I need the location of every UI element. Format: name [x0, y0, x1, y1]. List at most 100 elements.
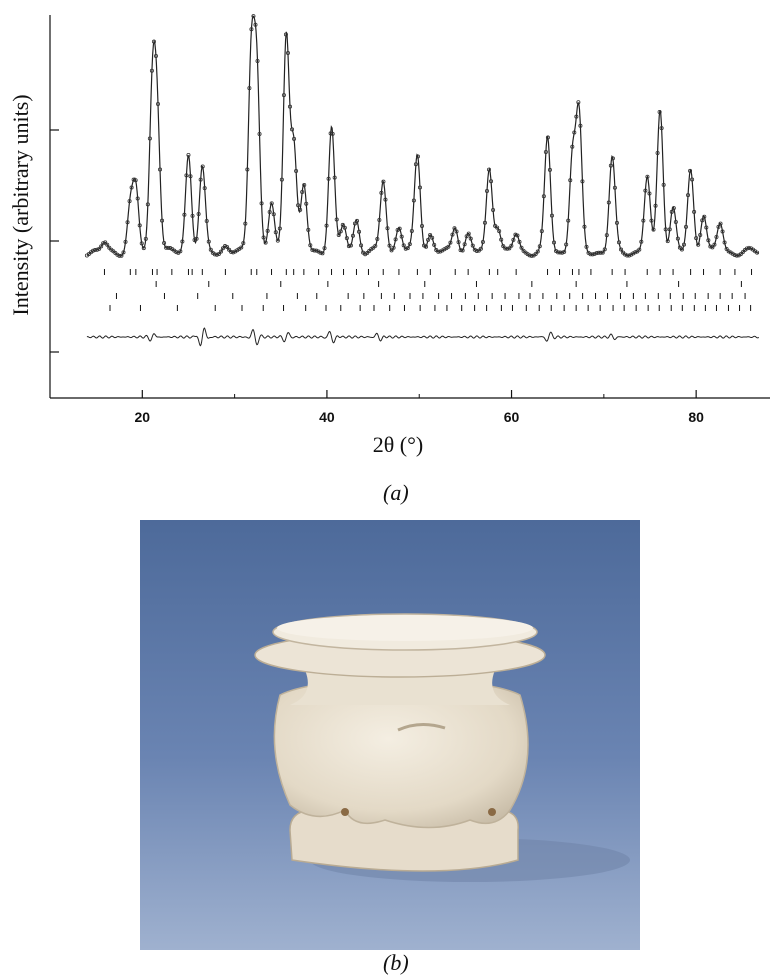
data-point: [755, 250, 760, 255]
data-point: [552, 240, 557, 245]
data-point: [306, 227, 311, 232]
data-point: [247, 86, 252, 91]
data-point: [590, 252, 595, 257]
panel-label-b: (b): [383, 950, 409, 975]
data-point: [352, 221, 357, 226]
data-point: [673, 219, 678, 224]
data-point: [259, 201, 264, 206]
data-point: [588, 252, 593, 257]
data-point: [661, 182, 666, 187]
data-point: [708, 244, 713, 249]
data-point: [570, 144, 575, 149]
data-point: [119, 253, 124, 258]
data-point: [627, 253, 632, 258]
data-point: [710, 245, 715, 250]
data-point: [462, 242, 467, 247]
data-point: [208, 247, 213, 252]
data-point: [616, 240, 621, 245]
data-point: [186, 152, 191, 157]
data-point: [598, 250, 603, 255]
data-point: [686, 193, 691, 198]
data-point: [107, 245, 112, 250]
data-point: [744, 246, 749, 251]
data-point: [350, 233, 355, 238]
data-point: [641, 218, 646, 223]
data-point: [537, 244, 542, 249]
data-point: [716, 224, 721, 229]
data-point: [659, 126, 664, 131]
data-point: [355, 218, 360, 223]
data-point: [497, 229, 502, 234]
data-point: [283, 32, 288, 37]
data-point: [549, 213, 554, 218]
data-point: [515, 233, 520, 238]
observed-pattern-line: [86, 15, 760, 257]
data-point: [239, 245, 244, 250]
data-point: [696, 242, 701, 247]
data-point: [505, 246, 510, 251]
data-point: [484, 188, 489, 193]
data-point: [631, 251, 636, 256]
data-point: [95, 247, 100, 252]
data-point: [684, 224, 689, 229]
data-point: [285, 51, 290, 56]
data-point: [639, 239, 644, 244]
data-point: [543, 149, 548, 154]
data-point: [614, 220, 619, 225]
data-point: [619, 247, 624, 252]
data-point: [637, 247, 642, 252]
data-point: [596, 250, 601, 255]
data-point: [655, 150, 660, 155]
data-point: [535, 249, 540, 254]
data-point: [243, 221, 248, 226]
data-point: [578, 123, 583, 128]
data-point: [612, 185, 617, 190]
data-point: [464, 234, 469, 239]
data-point: [279, 177, 284, 182]
x-tick-label: 40: [319, 409, 335, 425]
data-point: [223, 244, 228, 249]
data-point: [503, 246, 508, 251]
data-point: [312, 248, 317, 253]
data-point: [308, 243, 313, 248]
data-point: [373, 243, 378, 248]
data-point: [533, 251, 538, 256]
data-point: [602, 247, 607, 252]
data-point: [438, 249, 443, 254]
data-point: [265, 228, 270, 233]
data-point: [277, 226, 282, 231]
data-point: [231, 250, 236, 255]
data-point: [474, 248, 479, 253]
data-point: [407, 242, 412, 247]
data-point: [245, 167, 250, 172]
data-point: [184, 173, 189, 178]
data-point: [468, 236, 473, 241]
data-point: [125, 220, 130, 225]
data-point: [381, 179, 386, 184]
data-point: [539, 229, 544, 234]
data-point: [143, 236, 148, 241]
data-point: [379, 190, 384, 195]
data-point: [212, 252, 217, 257]
data-point: [738, 252, 743, 257]
data-point: [188, 174, 193, 179]
reflection-markers: [103, 269, 753, 311]
data-point: [145, 202, 150, 207]
data-point: [509, 243, 514, 248]
data-point: [377, 217, 382, 222]
data-point: [326, 176, 331, 181]
data-point: [320, 251, 325, 256]
data-point: [151, 39, 156, 44]
data-point: [393, 237, 398, 242]
data-point: [346, 244, 351, 249]
data-point: [501, 244, 506, 249]
data-point: [139, 241, 144, 246]
data-point: [158, 167, 163, 172]
data-point: [127, 199, 132, 204]
data-point: [216, 251, 221, 256]
data-point: [166, 245, 171, 250]
data-point: [608, 163, 613, 168]
data-point: [541, 194, 546, 199]
data-point: [519, 245, 524, 250]
data-point: [322, 246, 327, 251]
